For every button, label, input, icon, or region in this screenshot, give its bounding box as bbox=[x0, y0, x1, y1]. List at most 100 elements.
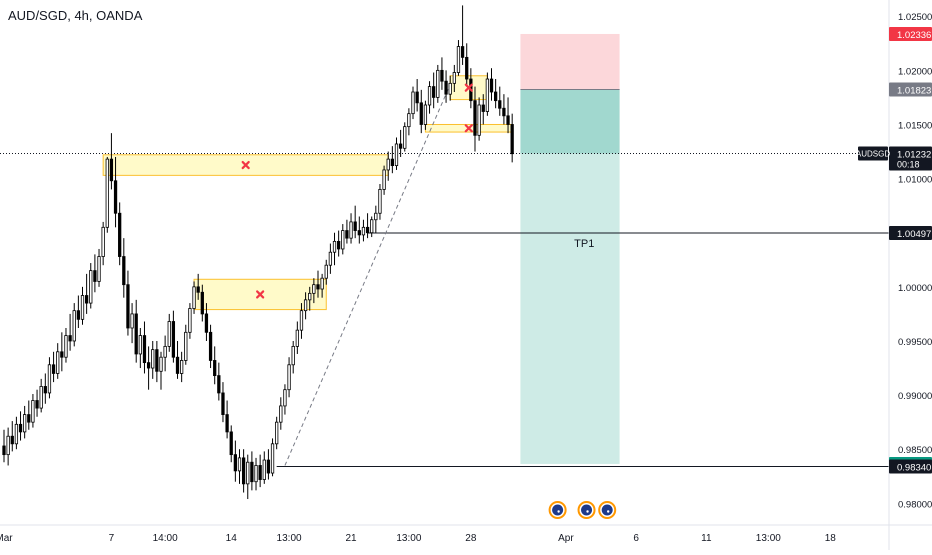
price-axis-label: 1.02336 bbox=[889, 26, 932, 41]
candle bbox=[494, 79, 498, 109]
candle bbox=[118, 202, 122, 266]
candle-body bbox=[312, 284, 316, 294]
candle bbox=[233, 440, 238, 482]
candle bbox=[225, 400, 229, 439]
candle-body bbox=[246, 461, 250, 485]
candle bbox=[477, 97, 481, 141]
candle-body bbox=[118, 212, 122, 257]
candle-body bbox=[275, 421, 279, 445]
candle bbox=[180, 351, 184, 383]
candle-body bbox=[171, 321, 176, 358]
candle bbox=[68, 313, 72, 351]
candle bbox=[303, 292, 308, 320]
candle bbox=[266, 449, 271, 480]
take-profit-zone bbox=[520, 153, 620, 464]
candle-body bbox=[217, 375, 221, 394]
candle bbox=[130, 303, 134, 344]
x-tick-label: 6 bbox=[633, 533, 639, 544]
candle-body bbox=[324, 264, 328, 279]
candle-body bbox=[444, 80, 448, 95]
candle-body bbox=[155, 349, 159, 372]
candle bbox=[18, 411, 23, 441]
candle-body bbox=[142, 335, 147, 364]
candle bbox=[76, 295, 81, 328]
candle-body bbox=[498, 100, 502, 109]
candle-body bbox=[361, 226, 366, 236]
candle bbox=[146, 346, 151, 390]
candle-body bbox=[237, 457, 242, 472]
candle bbox=[31, 394, 35, 428]
candle bbox=[444, 70, 448, 103]
candle-body bbox=[328, 251, 333, 266]
candle-body bbox=[10, 435, 14, 445]
candle-body bbox=[291, 345, 295, 366]
candle-body bbox=[398, 143, 403, 149]
candle bbox=[23, 405, 27, 439]
chart-title: AUD/SGD, 4h, OANDA bbox=[8, 8, 143, 23]
candle bbox=[337, 230, 341, 257]
candle-body bbox=[510, 124, 514, 155]
open-profit-zone bbox=[520, 89, 620, 154]
candle bbox=[241, 449, 246, 493]
candle-body bbox=[295, 329, 299, 347]
candle bbox=[473, 86, 477, 152]
candle bbox=[365, 213, 370, 239]
candle bbox=[105, 156, 109, 233]
candle bbox=[10, 421, 14, 452]
candle-body bbox=[192, 286, 196, 309]
candle bbox=[221, 382, 225, 423]
candle bbox=[142, 321, 147, 374]
candle bbox=[113, 156, 118, 228]
candle bbox=[35, 389, 39, 417]
candle-body bbox=[229, 431, 233, 456]
candle-body bbox=[436, 69, 440, 98]
candle-body bbox=[80, 295, 85, 320]
y-tick-label: 1.00000 bbox=[898, 283, 932, 294]
candle-body bbox=[440, 69, 444, 82]
candle-body bbox=[378, 189, 382, 214]
candle bbox=[378, 184, 382, 220]
y-tick-label: 1.02000 bbox=[898, 66, 932, 77]
candle-body bbox=[254, 465, 258, 483]
candle-body bbox=[460, 46, 465, 58]
candle bbox=[353, 205, 357, 239]
candle-body bbox=[279, 405, 283, 423]
candle bbox=[452, 64, 456, 93]
candle-body bbox=[126, 284, 130, 329]
candle bbox=[341, 224, 345, 255]
flag-star bbox=[606, 510, 610, 513]
candle bbox=[283, 384, 287, 415]
candle-body bbox=[97, 256, 101, 282]
candle bbox=[126, 270, 130, 336]
candle bbox=[506, 97, 510, 134]
candle-body bbox=[213, 360, 217, 377]
x-tick-label: 14 bbox=[226, 533, 238, 544]
candle-body bbox=[357, 230, 361, 236]
candle bbox=[423, 100, 428, 130]
candle-body bbox=[175, 356, 180, 374]
candle bbox=[460, 5, 465, 65]
candle-body bbox=[122, 256, 126, 286]
candle-body bbox=[43, 386, 47, 394]
candle-body bbox=[287, 364, 291, 391]
candle-body bbox=[72, 310, 76, 342]
candle-body bbox=[101, 226, 105, 257]
candle-body bbox=[477, 104, 481, 136]
candle-body bbox=[332, 240, 337, 253]
candle-body bbox=[382, 169, 386, 190]
candle-body bbox=[18, 423, 23, 433]
candle bbox=[200, 284, 204, 322]
x-tick-label: 18 bbox=[825, 533, 837, 544]
stop-loss-zone bbox=[520, 33, 620, 90]
candle-body bbox=[316, 284, 320, 290]
candle-body bbox=[233, 454, 238, 472]
candle bbox=[370, 216, 374, 238]
candle bbox=[167, 313, 171, 352]
candle bbox=[39, 378, 43, 413]
candle bbox=[270, 438, 275, 477]
candle bbox=[390, 146, 394, 174]
x-mark-stroke bbox=[241, 160, 250, 170]
candle-body bbox=[47, 364, 52, 394]
candle bbox=[502, 94, 506, 125]
